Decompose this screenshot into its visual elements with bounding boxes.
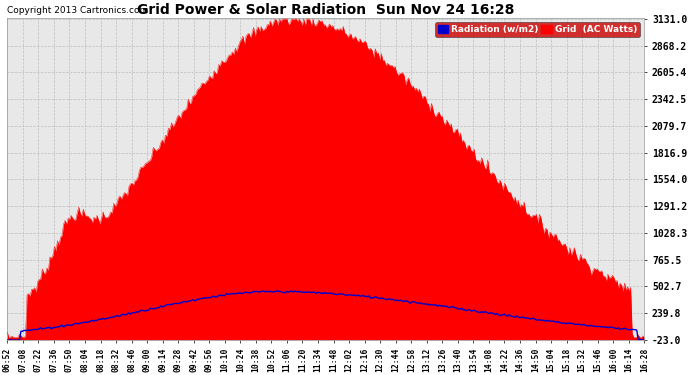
Title: Grid Power & Solar Radiation  Sun Nov 24 16:28: Grid Power & Solar Radiation Sun Nov 24 … (137, 3, 515, 17)
Legend: Radiation (w/m2), Grid  (AC Watts): Radiation (w/m2), Grid (AC Watts) (435, 22, 640, 37)
Text: Copyright 2013 Cartronics.com: Copyright 2013 Cartronics.com (8, 6, 148, 15)
